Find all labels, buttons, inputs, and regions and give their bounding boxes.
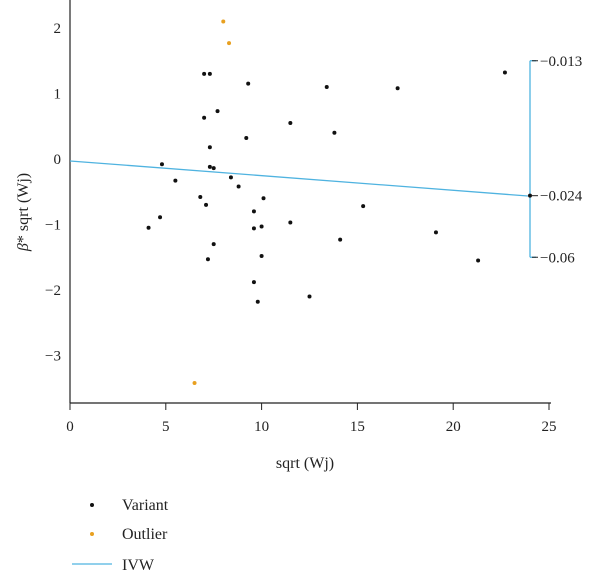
ci-label: −0.06	[540, 250, 575, 266]
variant-point	[211, 242, 216, 247]
variant-point	[395, 86, 400, 91]
legend-outlier-marker	[90, 532, 94, 536]
variant-point	[288, 120, 293, 125]
y-tick-label: −1	[45, 218, 61, 234]
y-tick-label: 1	[54, 87, 62, 103]
y-tick-label: −2	[45, 283, 61, 299]
x-tick-label: 5	[162, 419, 170, 435]
variant-point	[332, 130, 337, 135]
ivw-regression-layer	[69, 160, 528, 197]
variant-point	[255, 299, 260, 304]
legend-variant-label: Variant	[122, 497, 169, 514]
variant-point	[158, 215, 163, 220]
outlier-point	[227, 41, 232, 46]
variant-point	[202, 71, 207, 76]
legend: Variant Outlier IVW	[72, 497, 169, 574]
scatter-points-layer	[146, 19, 507, 386]
variant-point	[259, 253, 264, 258]
variant-point	[207, 71, 212, 76]
x-axis-label: sqrt (Wj)	[276, 455, 334, 472]
legend-outlier-label: Outlier	[122, 526, 168, 543]
variant-point	[251, 226, 256, 231]
ci-label: −0.024	[540, 189, 583, 205]
legend-variant-marker	[90, 503, 94, 507]
variant-point	[207, 164, 212, 169]
y-tick-label: −3	[45, 349, 61, 365]
x-tick-label: 10	[254, 419, 269, 435]
outlier-point	[221, 19, 226, 24]
variant-point	[244, 136, 249, 141]
y-tick-label: 2	[54, 21, 62, 37]
y-axis-label: β* sqrt (Wj)	[15, 173, 32, 252]
variant-point	[215, 109, 220, 114]
variant-point	[251, 209, 256, 214]
variant-point	[259, 224, 264, 229]
variant-point	[361, 204, 366, 209]
variant-point	[476, 258, 481, 263]
x-axis: 0 5 10 15 20 25	[66, 402, 557, 435]
variant-point	[207, 145, 212, 150]
variant-point	[324, 84, 329, 89]
variant-point	[236, 184, 241, 189]
x-tick-label: 15	[350, 419, 365, 435]
y-tick-label: 0	[54, 152, 62, 168]
y-axis-label-symbol: β	[15, 243, 32, 252]
ci-estimate-point	[528, 193, 532, 198]
variant-point	[433, 230, 438, 235]
variant-point	[204, 202, 209, 207]
variant-point	[251, 280, 256, 285]
outlier-point	[192, 381, 197, 386]
x-tick-label: 20	[446, 419, 461, 435]
variant-point	[288, 220, 293, 225]
confidence-bracket: −0.013 −0.024 −0.06	[528, 54, 583, 266]
variant-point	[205, 257, 210, 262]
y-axis: 2 1 0 −1 −2 −3	[45, 0, 71, 403]
ivw-line	[69, 160, 528, 197]
variant-point	[146, 225, 151, 230]
variant-point	[173, 178, 178, 183]
variant-point	[246, 81, 251, 86]
variant-point	[502, 70, 507, 75]
variant-point	[307, 294, 312, 299]
variant-point	[338, 237, 343, 242]
variant-point	[202, 115, 207, 120]
x-tick-label: 0	[66, 419, 74, 435]
variant-point	[228, 175, 233, 180]
y-axis-label-suffix: * sqrt (Wj)	[15, 173, 32, 243]
legend-ivw-label: IVW	[122, 557, 155, 574]
variant-point	[159, 162, 164, 167]
variant-point	[211, 166, 216, 171]
variant-point	[261, 196, 266, 201]
variant-point	[198, 194, 203, 199]
ci-label: −0.013	[540, 54, 582, 70]
x-tick-label: 25	[542, 419, 557, 435]
